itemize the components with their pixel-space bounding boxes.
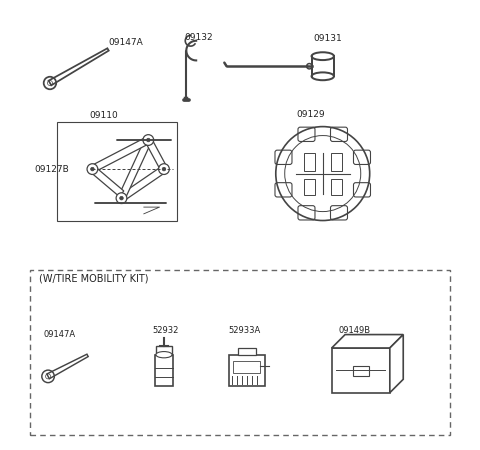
Text: 52932: 52932	[153, 326, 179, 335]
Text: 52933A: 52933A	[229, 326, 261, 335]
Circle shape	[146, 138, 150, 142]
Polygon shape	[47, 354, 88, 379]
Text: 09129: 09129	[296, 109, 324, 118]
Bar	[238, 348, 256, 355]
Text: 09147A: 09147A	[43, 330, 75, 339]
Text: 09110: 09110	[89, 111, 118, 120]
Circle shape	[143, 135, 154, 145]
Text: 09127B: 09127B	[34, 165, 69, 174]
Circle shape	[162, 167, 166, 171]
Ellipse shape	[156, 351, 172, 358]
Text: 09149B: 09149B	[338, 326, 371, 335]
Bar	[155, 355, 173, 386]
Polygon shape	[390, 334, 403, 393]
Text: (W/TIRE MOBILITY KIT): (W/TIRE MOBILITY KIT)	[39, 273, 148, 284]
Circle shape	[120, 196, 123, 200]
Polygon shape	[145, 138, 167, 171]
Polygon shape	[118, 139, 152, 200]
Bar	[331, 153, 342, 171]
Bar	[156, 346, 172, 355]
Polygon shape	[120, 166, 166, 201]
Bar	[304, 153, 315, 171]
Bar	[233, 361, 260, 373]
Text: 09131: 09131	[314, 34, 343, 43]
Circle shape	[116, 193, 127, 203]
Circle shape	[158, 164, 169, 175]
Bar	[353, 366, 369, 376]
Polygon shape	[91, 137, 150, 172]
Polygon shape	[332, 334, 403, 348]
Bar	[331, 179, 342, 195]
Bar	[229, 355, 264, 386]
Text: 09132: 09132	[184, 33, 213, 42]
Circle shape	[91, 167, 94, 171]
Text: 09147A: 09147A	[108, 38, 143, 47]
Polygon shape	[48, 48, 108, 86]
Bar	[57, 122, 178, 220]
Bar	[304, 179, 315, 195]
Bar	[332, 348, 390, 393]
Polygon shape	[90, 166, 124, 197]
Circle shape	[87, 164, 98, 175]
Bar	[30, 270, 450, 435]
